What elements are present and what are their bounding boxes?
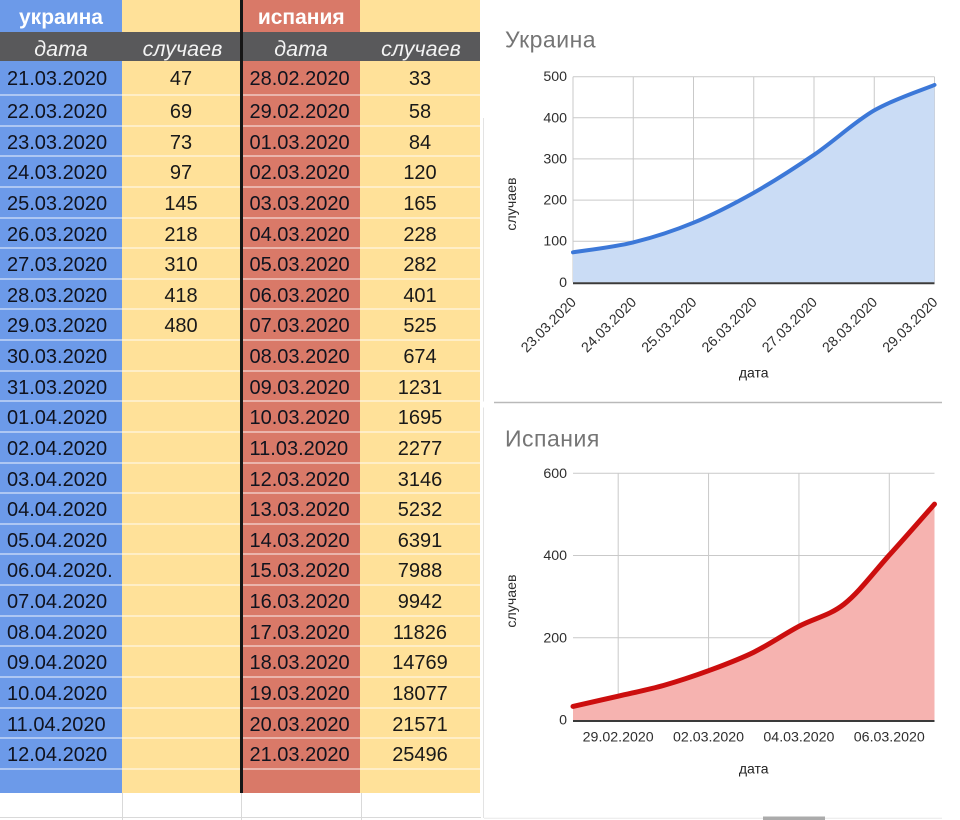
svg-text:Украина: Украина (505, 27, 596, 53)
svg-text:случаев: случаев (504, 574, 520, 627)
svg-text:100: 100 (543, 234, 567, 250)
svg-text:Испания: Испания (505, 426, 600, 452)
svg-text:0: 0 (559, 275, 567, 291)
svg-text:200: 200 (543, 630, 567, 646)
svg-text:24.03.2020: 24.03.2020 (579, 294, 641, 356)
svg-text:случаев: случаев (504, 177, 520, 230)
svg-text:23.03.2020: 23.03.2020 (518, 294, 580, 356)
svg-text:дата: дата (739, 365, 769, 381)
svg-text:28.03.2020: 28.03.2020 (820, 294, 882, 356)
svg-text:26.03.2020: 26.03.2020 (699, 294, 761, 356)
svg-text:0: 0 (559, 713, 567, 729)
svg-text:29.03.2020: 29.03.2020 (880, 294, 942, 356)
svg-text:600: 600 (543, 466, 567, 482)
svg-text:500: 500 (543, 69, 567, 85)
svg-text:200: 200 (543, 193, 567, 209)
svg-text:дата: дата (739, 761, 769, 777)
svg-text:29.02.2020: 29.02.2020 (583, 730, 654, 746)
svg-text:400: 400 (543, 110, 567, 126)
svg-text:04.03.2020: 04.03.2020 (763, 730, 834, 746)
svg-text:300: 300 (543, 151, 567, 167)
svg-text:06.03.2020: 06.03.2020 (854, 730, 925, 746)
svg-text:400: 400 (543, 548, 567, 564)
svg-text:27.03.2020: 27.03.2020 (759, 294, 821, 356)
svg-text:25.03.2020: 25.03.2020 (639, 294, 701, 356)
svg-text:02.03.2020: 02.03.2020 (673, 730, 744, 746)
